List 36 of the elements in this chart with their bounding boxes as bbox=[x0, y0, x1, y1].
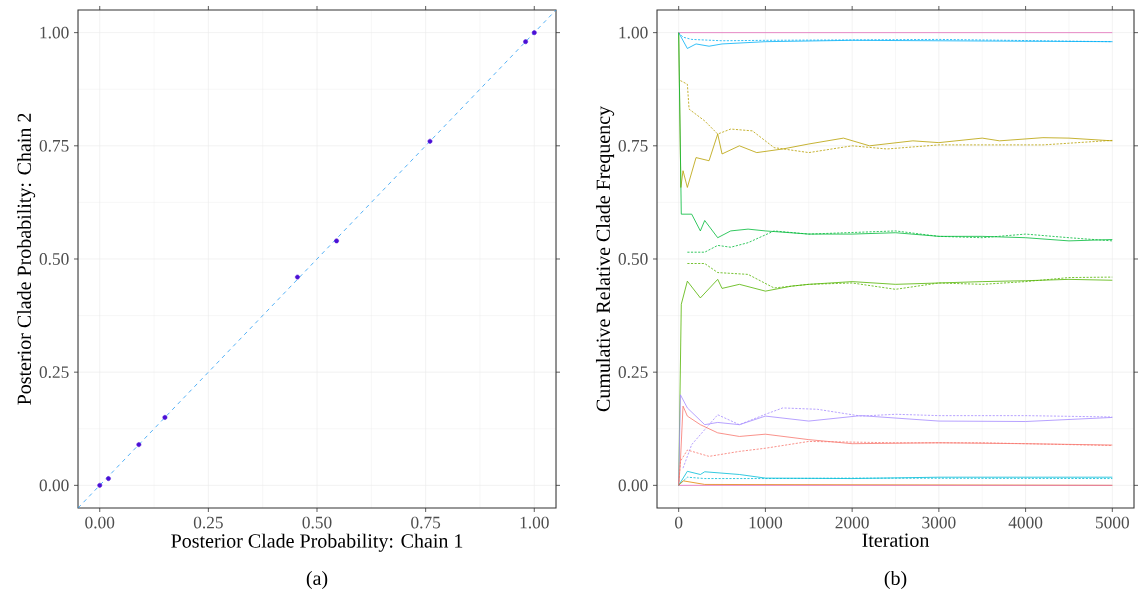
x-tick-label: 3000 bbox=[922, 516, 956, 529]
x-tick-label: 1.00 bbox=[520, 516, 549, 529]
x-tick-label: 0 bbox=[675, 516, 683, 529]
x-axis-title: Posterior Clade Probability: Chain 1 bbox=[171, 533, 463, 552]
y-axis-title: Cumulative Relative Clade Frequency bbox=[595, 106, 615, 412]
point bbox=[427, 138, 433, 144]
x-tick-label: 0.00 bbox=[85, 516, 115, 529]
y-tick-label: 0.50 bbox=[618, 253, 648, 265]
point bbox=[295, 274, 300, 280]
y-tick-label: 0.50 bbox=[39, 253, 69, 265]
x-tick-label: 1000 bbox=[749, 516, 783, 529]
y-tick-label: 0.00 bbox=[39, 479, 69, 492]
text: (a) bbox=[306, 570, 328, 590]
y-tick-label: 1.00 bbox=[40, 26, 69, 39]
y-tick-label: 0.75 bbox=[39, 139, 69, 152]
x-tick-label: 0.25 bbox=[193, 516, 223, 529]
y-axis-title: Posterior Clade Probability: Chain 2 bbox=[16, 113, 36, 405]
text: (b) bbox=[884, 570, 907, 590]
x-tick-label: 0.75 bbox=[411, 516, 441, 529]
y-tick-label: 0.00 bbox=[618, 479, 648, 492]
point bbox=[523, 39, 528, 45]
point bbox=[106, 476, 111, 481]
point bbox=[97, 482, 103, 488]
x-axis-title: Iteration bbox=[862, 533, 930, 547]
y-tick-label: 0.25 bbox=[39, 366, 69, 379]
x-tick-label: 5000 bbox=[1095, 516, 1129, 529]
point bbox=[334, 238, 339, 244]
y-tick-label: 0.25 bbox=[618, 366, 648, 379]
point bbox=[162, 415, 168, 420]
y-tick-label: 0.75 bbox=[618, 139, 648, 152]
x-tick-label: 2000 bbox=[835, 516, 869, 529]
point bbox=[531, 30, 537, 36]
point bbox=[136, 442, 142, 448]
y-tick-label: 1.00 bbox=[619, 26, 648, 39]
x-tick-label: 0.50 bbox=[302, 516, 332, 529]
x-tick-label: 4000 bbox=[1008, 516, 1043, 529]
